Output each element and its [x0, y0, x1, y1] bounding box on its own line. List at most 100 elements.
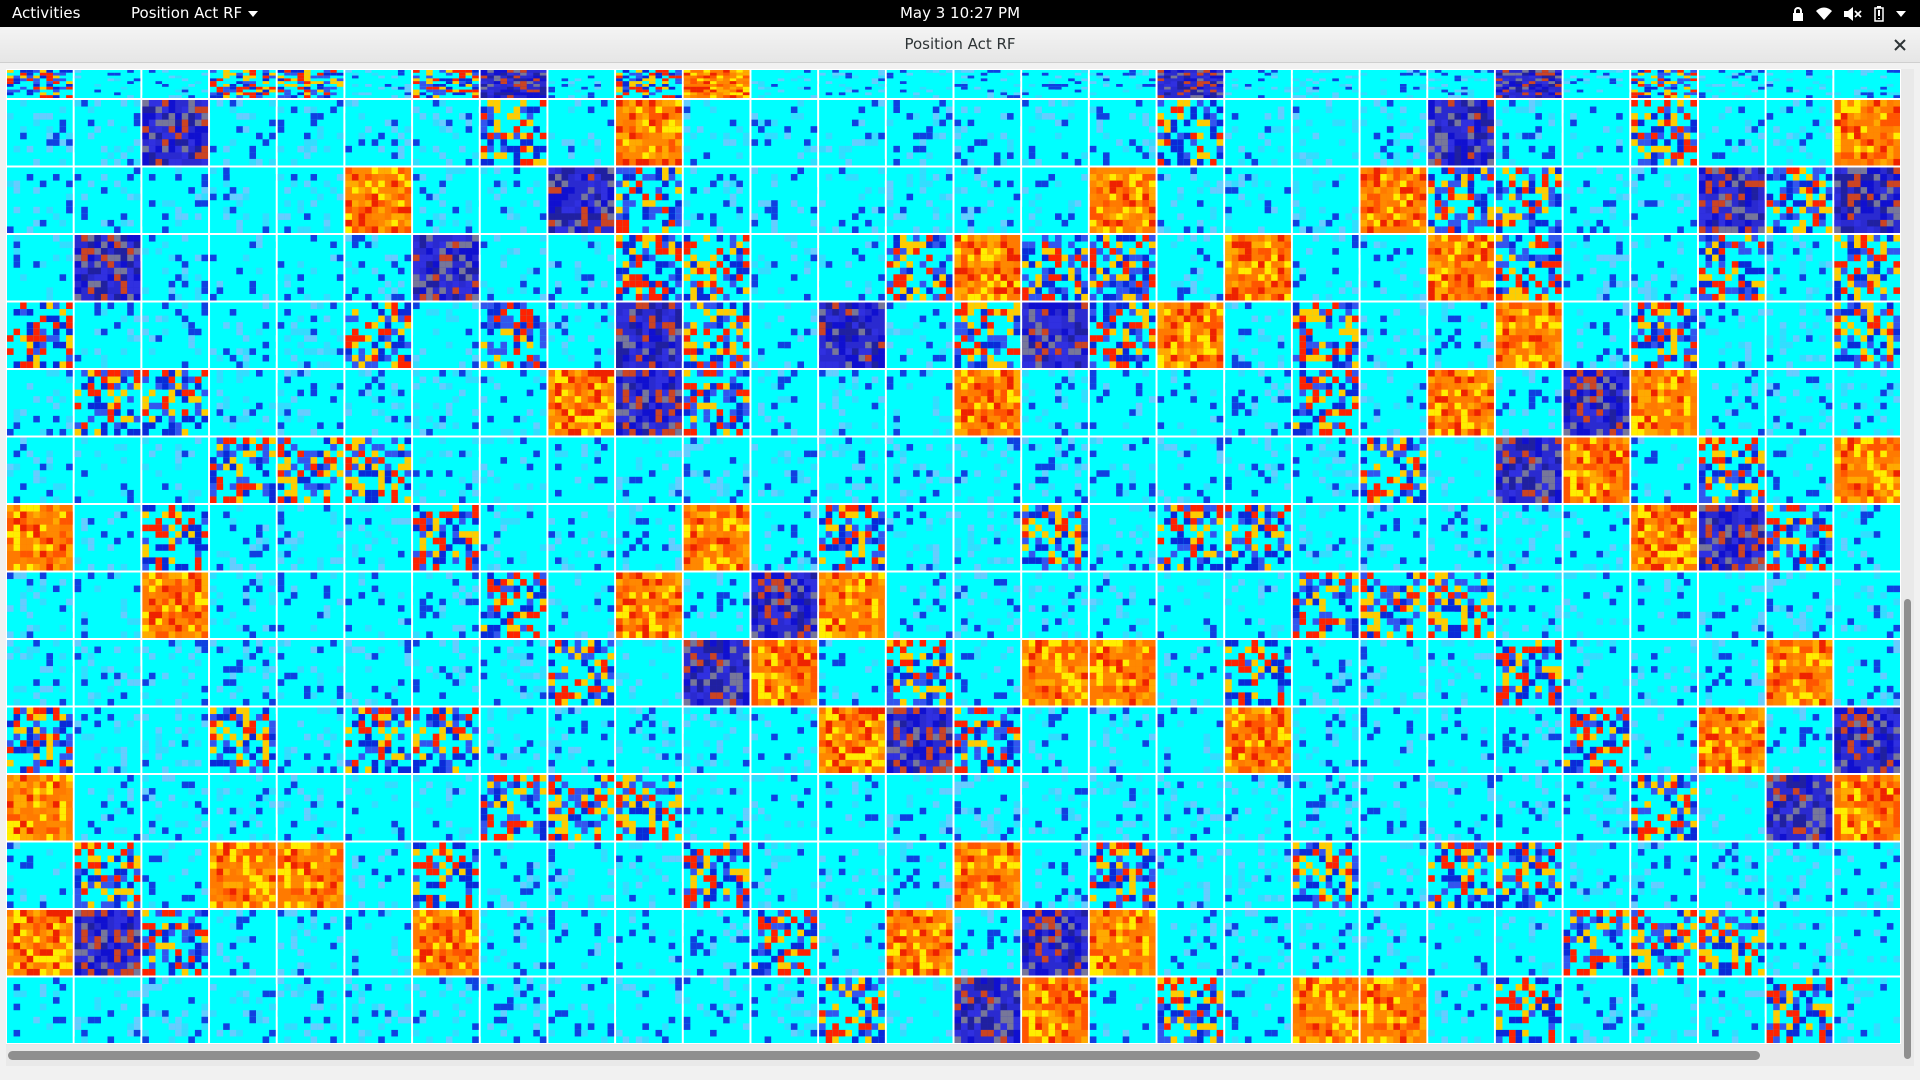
receptive-field-tile	[345, 910, 411, 976]
receptive-field-tile	[75, 978, 141, 1044]
receptive-field-tile	[413, 843, 479, 909]
receptive-field-tile	[819, 708, 885, 774]
horizontal-scrollbar[interactable]	[6, 1045, 1901, 1066]
receptive-field-tile	[684, 438, 750, 504]
receptive-field-tile	[210, 775, 276, 841]
receptive-field-tile	[1834, 303, 1900, 369]
receptive-field-tile	[75, 505, 141, 571]
receptive-field-tile	[1158, 235, 1224, 301]
receptive-field-tile	[345, 505, 411, 571]
receptive-field-tile	[1834, 775, 1900, 841]
receptive-field-tile	[1225, 910, 1291, 976]
receptive-field-tile	[887, 303, 953, 369]
receptive-field-tile	[1631, 708, 1697, 774]
receptive-field-tile	[616, 438, 682, 504]
receptive-field-tile	[1834, 370, 1900, 436]
receptive-field-tile	[210, 303, 276, 369]
receptive-field-tile	[684, 168, 750, 234]
receptive-field-tile	[616, 303, 682, 369]
receptive-field-tile	[481, 303, 547, 369]
receptive-field-tile	[1834, 168, 1900, 234]
receptive-field-tile	[751, 370, 817, 436]
receptive-field-tile	[684, 573, 750, 639]
close-icon[interactable]	[1890, 35, 1910, 55]
receptive-field-tile	[1834, 70, 1900, 98]
receptive-field-tile	[616, 843, 682, 909]
receptive-field-tile	[7, 505, 73, 571]
receptive-field-tile	[142, 370, 208, 436]
receptive-field-tile	[751, 573, 817, 639]
receptive-field-tile	[413, 505, 479, 571]
receptive-field-tile	[1564, 303, 1630, 369]
receptive-field-tile	[1496, 235, 1562, 301]
receptive-field-tile	[1090, 438, 1156, 504]
receptive-field-tile	[548, 303, 614, 369]
receptive-field-tile	[278, 100, 344, 166]
receptive-field-tile	[819, 775, 885, 841]
receptive-field-tile	[616, 573, 682, 639]
receptive-field-tile	[1158, 505, 1224, 571]
receptive-field-tile	[75, 708, 141, 774]
receptive-field-tile	[1428, 100, 1494, 166]
receptive-field-tile	[1225, 978, 1291, 1044]
receptive-field-tile	[1631, 100, 1697, 166]
horizontal-scrollbar-thumb[interactable]	[8, 1051, 1760, 1060]
receptive-field-tile	[1022, 708, 1088, 774]
title-bar[interactable]: Position Act RF	[0, 27, 1920, 63]
top-bar: Activities Position Act RF May 3 10:27 P…	[0, 0, 1920, 27]
receptive-field-tile	[1225, 235, 1291, 301]
receptive-field-tile	[1767, 640, 1833, 706]
receptive-field-tile	[345, 775, 411, 841]
receptive-field-tile	[7, 640, 73, 706]
receptive-field-tile	[1496, 978, 1562, 1044]
receptive-field-tile	[1834, 100, 1900, 166]
receptive-field-tile	[413, 775, 479, 841]
receptive-field-tile	[955, 640, 1021, 706]
vertical-scrollbar-thumb[interactable]	[1904, 599, 1911, 1059]
vertical-scrollbar[interactable]	[1901, 69, 1914, 1066]
receptive-field-tile	[819, 100, 885, 166]
receptive-field-tile	[684, 775, 750, 841]
receptive-field-tile	[1090, 640, 1156, 706]
system-tray[interactable]	[1792, 0, 1906, 27]
receptive-field-tile	[548, 370, 614, 436]
receptive-field-tile	[684, 978, 750, 1044]
receptive-field-tile	[1631, 573, 1697, 639]
receptive-field-tile	[278, 910, 344, 976]
receptive-field-tile	[1699, 370, 1765, 436]
receptive-field-tile	[1293, 573, 1359, 639]
receptive-field-tile	[481, 370, 547, 436]
receptive-field-tile	[1293, 843, 1359, 909]
receptive-field-tile	[210, 370, 276, 436]
receptive-field-tile	[1225, 708, 1291, 774]
receptive-field-tile	[1022, 168, 1088, 234]
clock[interactable]: May 3 10:27 PM	[0, 0, 1920, 27]
receptive-field-tile	[1361, 910, 1427, 976]
receptive-field-tile	[616, 100, 682, 166]
receptive-field-tile	[278, 168, 344, 234]
receptive-field-tile	[1496, 303, 1562, 369]
receptive-field-tile	[1428, 505, 1494, 571]
receptive-field-tile	[75, 843, 141, 909]
receptive-field-tile	[1767, 910, 1833, 976]
receptive-field-tile	[481, 708, 547, 774]
receptive-field-tile	[1090, 843, 1156, 909]
receptive-field-tile	[819, 640, 885, 706]
app-window: Position Act RF	[0, 27, 1920, 1080]
receptive-field-tile	[548, 640, 614, 706]
receptive-field-tile	[1293, 235, 1359, 301]
receptive-field-tile	[1293, 370, 1359, 436]
receptive-field-tile	[548, 843, 614, 909]
receptive-field-tile	[548, 168, 614, 234]
receptive-field-tile	[1361, 573, 1427, 639]
receptive-field-tile	[75, 100, 141, 166]
receptive-field-tile	[1225, 438, 1291, 504]
receptive-field-tile	[819, 303, 885, 369]
receptive-field-tile	[481, 168, 547, 234]
receptive-field-tile	[751, 438, 817, 504]
receptive-field-canvas[interactable]	[6, 69, 1901, 1066]
receptive-field-tile	[142, 235, 208, 301]
receptive-field-tile	[1631, 843, 1697, 909]
receptive-field-tile	[75, 370, 141, 436]
receptive-field-tile	[278, 573, 344, 639]
